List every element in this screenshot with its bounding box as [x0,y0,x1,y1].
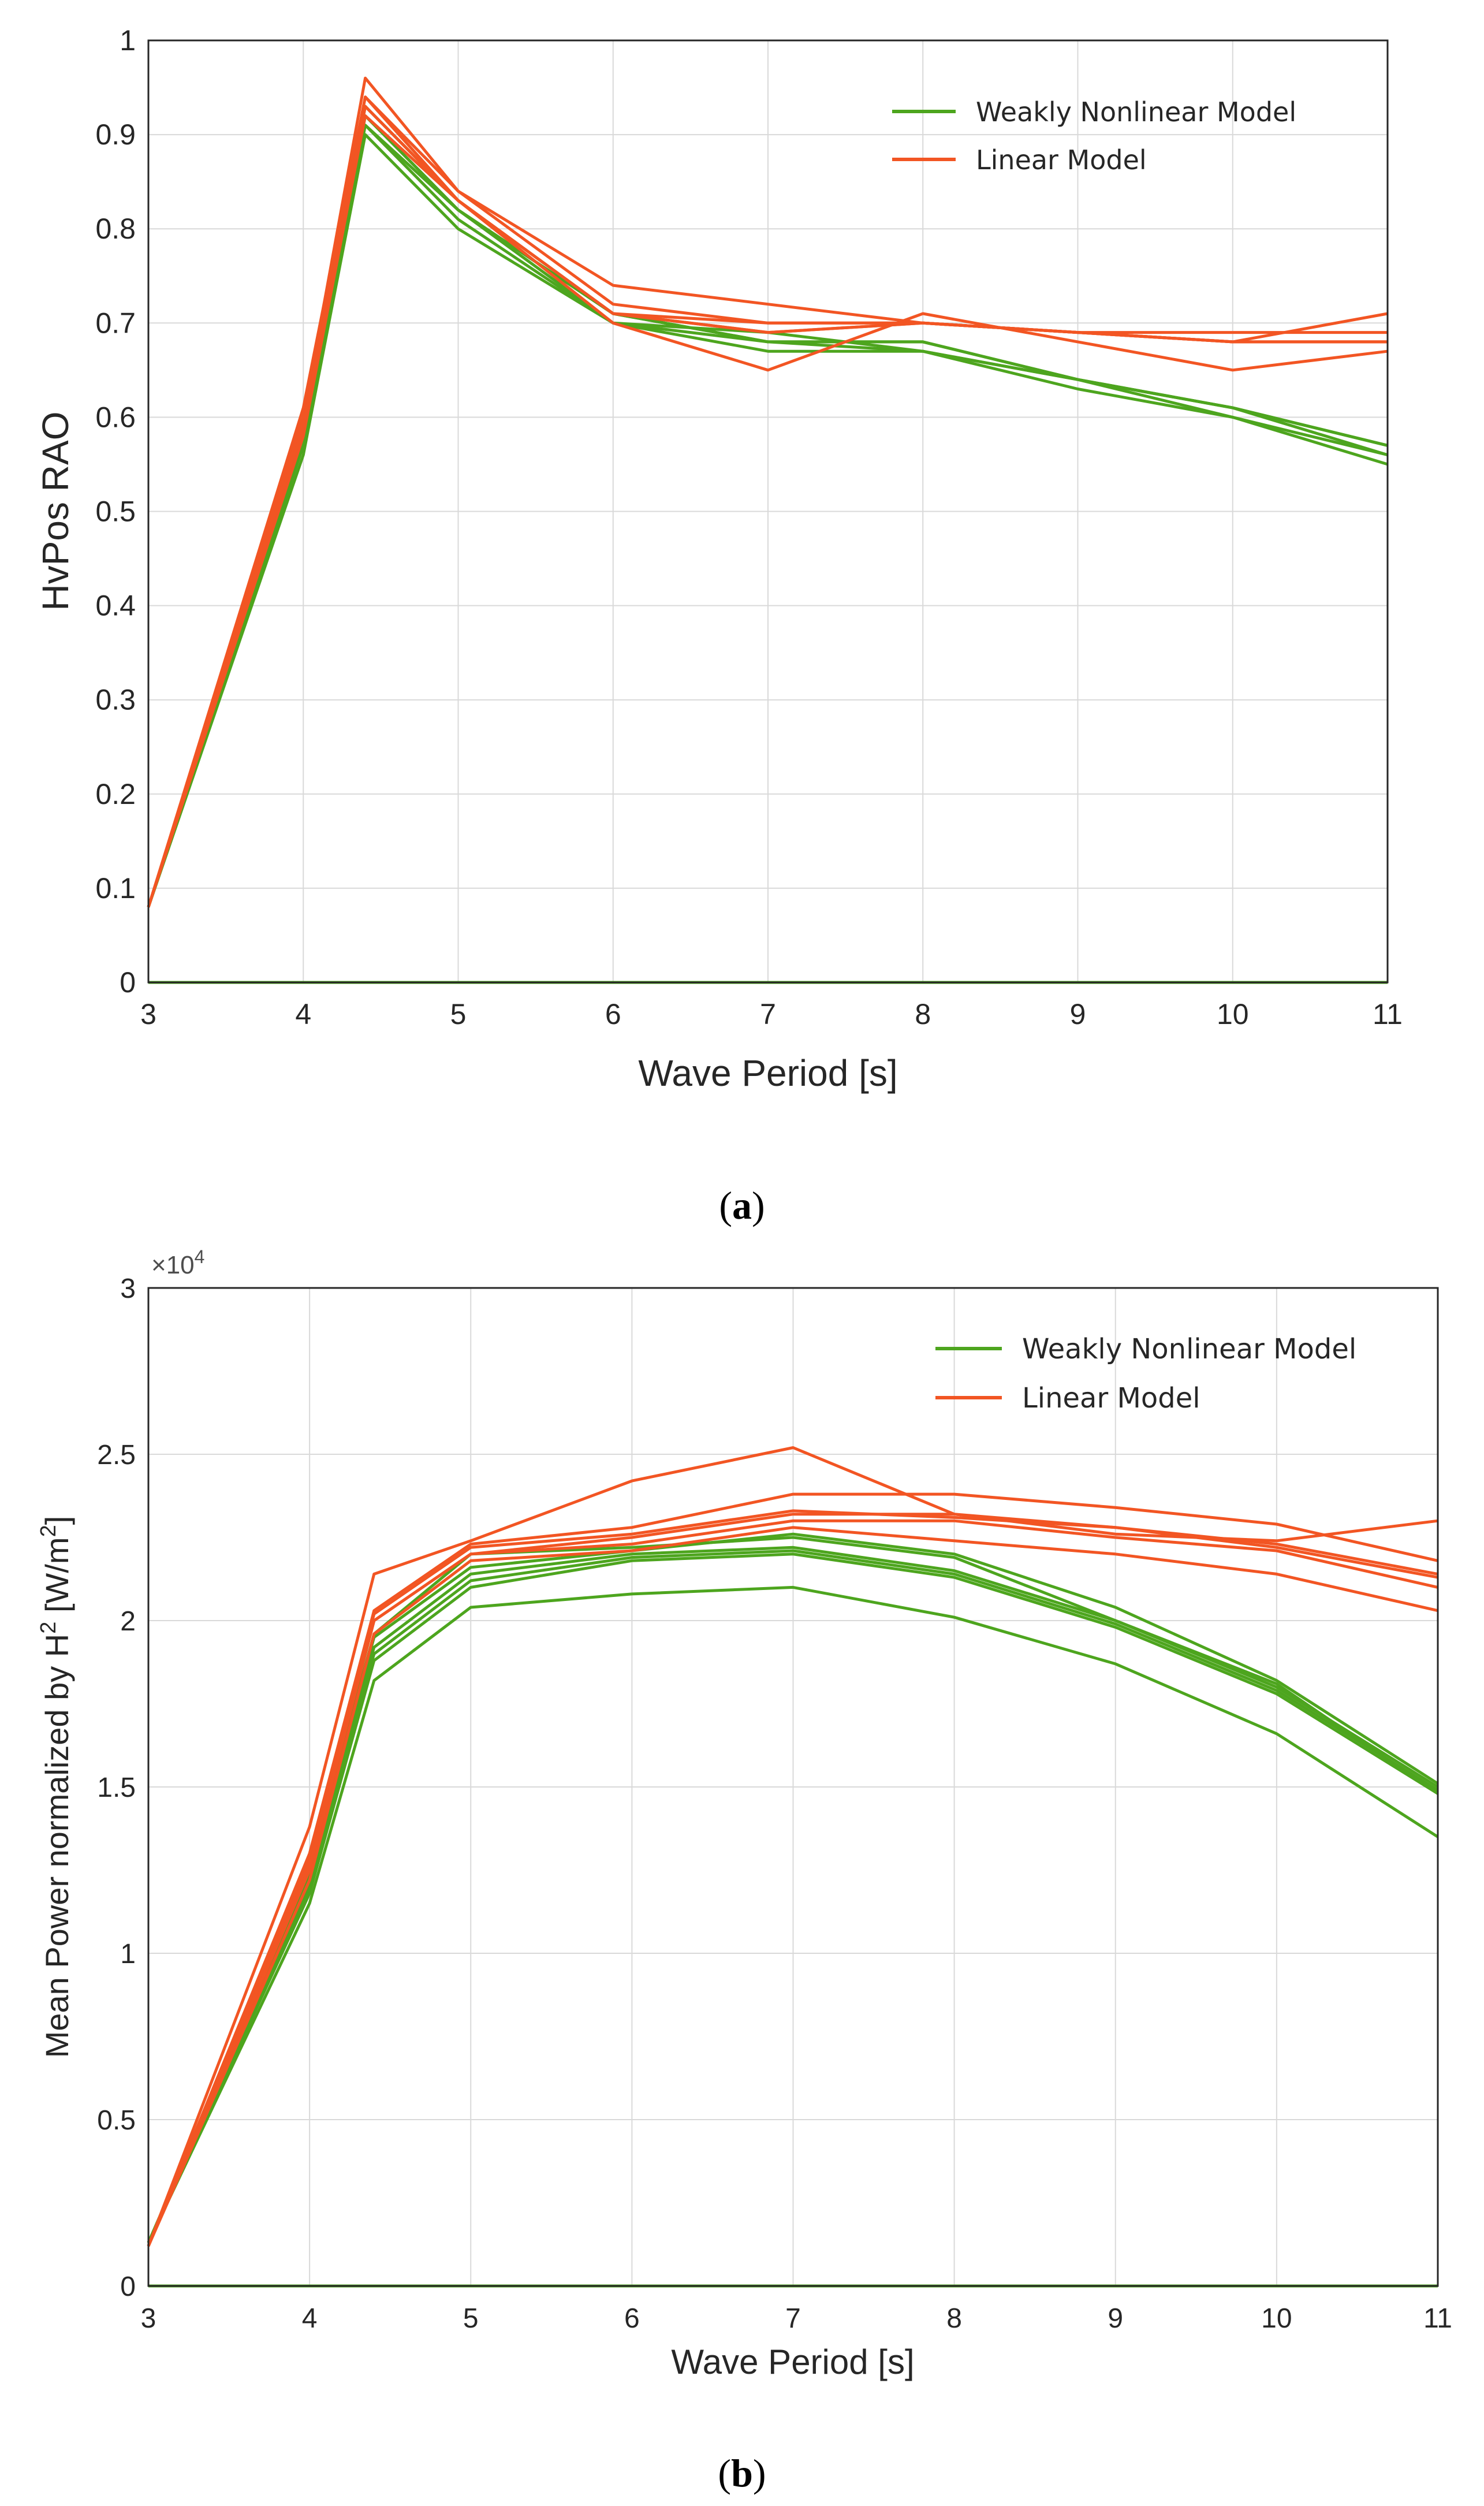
x-axis-label-b: Wave Period [s] [671,2343,914,2381]
x-tick-label: 5 [450,998,467,1030]
x-axis-label-a: Wave Period [s] [638,1052,897,1094]
x-tick-label: 8 [915,998,931,1030]
chart-panel-b: 0 0.5 1 1.5 2 2.5 3 3 4 5 6 7 8 9 10 11 ×104 Wave Peri… [36,1246,1452,2381]
chart-panel-a: 0 0.1 0.2 0.3 0.4 0.5 0.6 0.7 0.8 0.9 1 3 4 5 6 7 8 9 10 1… [35,24,1403,1094]
x-tick-label: 6 [624,2303,640,2334]
x-tick-label: 3 [141,2303,156,2334]
x-tick-label: 8 [946,2303,962,2334]
y-tick-label: 1.5 [97,1773,136,1803]
series-line-linear [147,1526,1438,2247]
legend-label-nonlinear: Weakly Nonlinear Model [1022,1333,1356,1365]
x-tick-label: 5 [463,2303,479,2334]
y-tick-label: 1 [120,1939,136,1969]
y-axis-label-b: Mean Power normalized by H2 [W/m2] [36,1516,75,2058]
series-line-nonlinear [147,133,1388,908]
series-line-linear [147,1446,1438,2247]
legend-b: Weakly Nonlinear Model Linear Model [935,1333,1356,1414]
y-tick-label: 2.5 [97,1440,136,1470]
y-tick-labels-b: 0 0.5 1 1.5 2 2.5 3 [97,1274,136,2302]
legend-label-linear: Linear Model [1022,1382,1200,1414]
x-tick-label: 10 [1217,998,1249,1030]
series-line-linear [147,95,1388,908]
x-tick-label: 4 [302,2303,318,2334]
y-tick-label: 0.3 [95,684,136,716]
legend-label-nonlinear: Weakly Nonlinear Model [976,96,1296,128]
y-tick-labels-a: 0 0.1 0.2 0.3 0.4 0.5 0.6 0.7 0.8 0.9 1 [95,24,136,999]
x-tick-label: 3 [140,998,156,1030]
series-line-nonlinear [147,1546,1439,2244]
x-tick-label: 10 [1261,2303,1292,2334]
x-tick-label: 7 [760,998,776,1030]
x-tick-label: 9 [1108,2303,1123,2334]
x-tick-label: 9 [1070,998,1086,1030]
x-tick-labels-b: 3 4 5 6 7 8 9 10 11 [141,2303,1452,2334]
y-tick-label: 0 [120,966,136,999]
legend-label-linear: Linear Model [976,144,1147,176]
x-tick-label: 11 [1373,998,1403,1030]
x-tick-label: 4 [295,998,311,1030]
y-tick-label: 0.2 [95,778,136,810]
series-line-nonlinear [147,1585,1439,2244]
y-tick-label: 2 [120,1606,136,1637]
caption-b: (b) [718,2451,766,2495]
legend-a: Weakly Nonlinear Model Linear Model [892,96,1296,176]
y-tick-label: 0 [120,2272,136,2302]
series-line-linear [147,105,1388,908]
y-tick-label: 0.4 [95,590,136,622]
y-tick-label: 0.8 [95,213,136,245]
series-line-linear [147,1519,1438,2247]
series-lines-a [147,76,1388,984]
x-tick-label: 6 [605,998,621,1030]
x-tick-labels-a: 3 4 5 6 7 8 9 10 11 [140,998,1403,1030]
y-tick-label: 0.1 [95,872,136,904]
x-tick-label: 11 [1423,2303,1452,2334]
y-tick-label: 1 [120,24,136,57]
y-tick-label: 0.6 [95,401,136,433]
y-tick-label: 0.5 [97,2105,136,2136]
grid-b [148,1288,1438,2286]
series-lines-b [147,1446,1439,2288]
plot-frame-b [147,1287,1439,2287]
y-axis-label-a: HvPos RAO [35,412,76,611]
series-line-nonlinear [147,1549,1439,2244]
x-tick-label: 7 [785,2303,801,2334]
y-tick-label: 0.5 [95,496,136,528]
y-exponent-label-b: ×104 [151,1246,204,1279]
plot-frame-a [147,39,1389,984]
caption-a: (a) [719,1183,765,1227]
y-tick-label: 3 [120,1274,136,1304]
y-tick-label: 0.7 [95,307,136,339]
series-line-nonlinear [147,1552,1439,2244]
y-tick-label: 0.9 [95,118,136,151]
series-line-linear [147,1492,1438,2247]
